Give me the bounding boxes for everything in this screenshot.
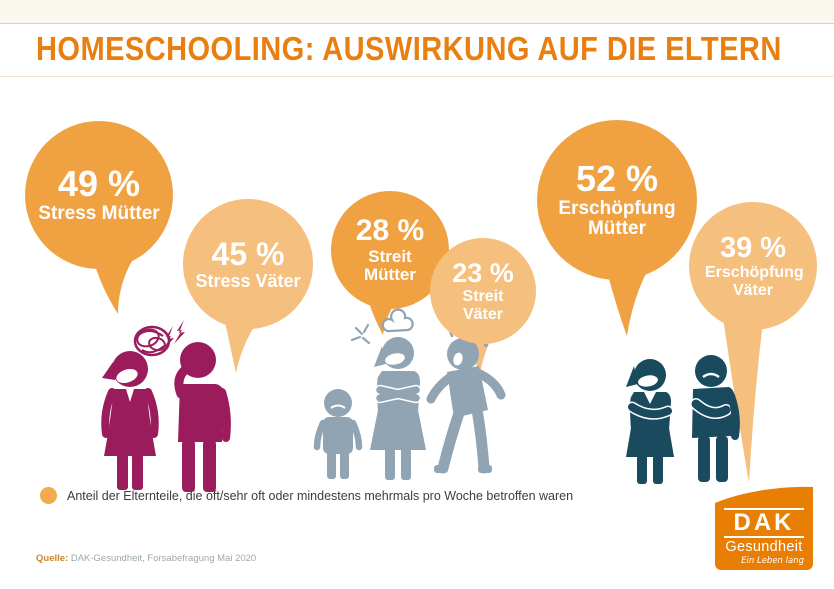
bubble-tail bbox=[723, 318, 763, 483]
scribble-icon bbox=[133, 325, 171, 357]
bubble-value: 28 % bbox=[355, 214, 425, 248]
bubble-label: Erschöpfung Mütter bbox=[558, 197, 676, 240]
top-strip bbox=[0, 0, 834, 24]
father-exhaustion-figure bbox=[690, 355, 740, 482]
bubble-tail bbox=[606, 268, 648, 336]
exhaustion-figure-group bbox=[626, 355, 740, 484]
bubble-value: 45 % bbox=[211, 236, 285, 272]
legend-text: Anteil der Elternteile, die oft/sehr oft… bbox=[67, 488, 574, 503]
father-argument-figure bbox=[426, 338, 506, 474]
bubble-label: Stress Väter bbox=[195, 270, 301, 291]
source-prefix: Quelle: bbox=[36, 553, 69, 564]
bubble-streit-vaeter: 23 % Streit Väter bbox=[430, 238, 536, 344]
dak-logo-slogan: Ein Leben lang bbox=[741, 556, 804, 567]
mother-argument-figure bbox=[370, 337, 426, 480]
argument-figure-group bbox=[313, 308, 506, 480]
legend: Anteil der Elternteile, die oft/sehr oft… bbox=[40, 487, 573, 504]
bubble-label: Streit Mütter bbox=[364, 246, 416, 285]
title-divider bbox=[0, 76, 834, 77]
source-note: Quelle: DAK-Gesundheit, Forsabefragung M… bbox=[36, 553, 256, 564]
bubble-label: Streit Väter bbox=[462, 288, 504, 323]
child-figure bbox=[313, 389, 363, 479]
bubble-erschoepfung-muetter: 52 % Erschöpfung Mütter bbox=[537, 120, 697, 280]
bubble-value: 52 % bbox=[575, 158, 659, 200]
dak-logo-brand: DAK bbox=[724, 508, 804, 539]
source-text: DAK-Gesundheit, Forsabefragung Mai 2020 bbox=[68, 553, 257, 564]
bubble-value: 39 % bbox=[719, 232, 787, 265]
bubble-stress-muetter: 49 % Stress Mütter bbox=[25, 121, 173, 269]
page-title: HOMESCHOOLING: AUSWIRKUNG AUF DIE ELTERN bbox=[36, 30, 782, 67]
orange-dot-icon bbox=[40, 487, 57, 504]
bubble-label: Stress Mütter bbox=[38, 203, 160, 225]
mother-stress-figure bbox=[101, 351, 159, 490]
stress-figure-group bbox=[101, 320, 231, 492]
bubble-label: Erschöpfung Väter bbox=[705, 264, 804, 299]
bubble-value: 23 % bbox=[452, 258, 514, 289]
dak-logo: DAK Gesundheit Ein Leben lang bbox=[724, 508, 804, 566]
father-stress-figure bbox=[174, 342, 231, 492]
bubble-erschoepfung-vaeter: 39 % Erschöpfung Väter bbox=[689, 202, 817, 330]
lightning-icon bbox=[163, 320, 185, 350]
mother-exhaustion-figure bbox=[626, 359, 674, 484]
dak-logo-subbrand: Gesundheit bbox=[725, 539, 803, 556]
dak-logo-banner bbox=[715, 486, 813, 570]
bubble-stress-vaeter: 45 % Stress Väter bbox=[183, 199, 313, 329]
steam-puff-icon bbox=[381, 308, 414, 333]
bubble-tail bbox=[224, 318, 258, 373]
anger-spark-icon bbox=[350, 323, 371, 345]
bubble-value: 49 % bbox=[57, 163, 141, 205]
bubble-streit-muetter: 28 % Streit Mütter bbox=[331, 191, 449, 309]
